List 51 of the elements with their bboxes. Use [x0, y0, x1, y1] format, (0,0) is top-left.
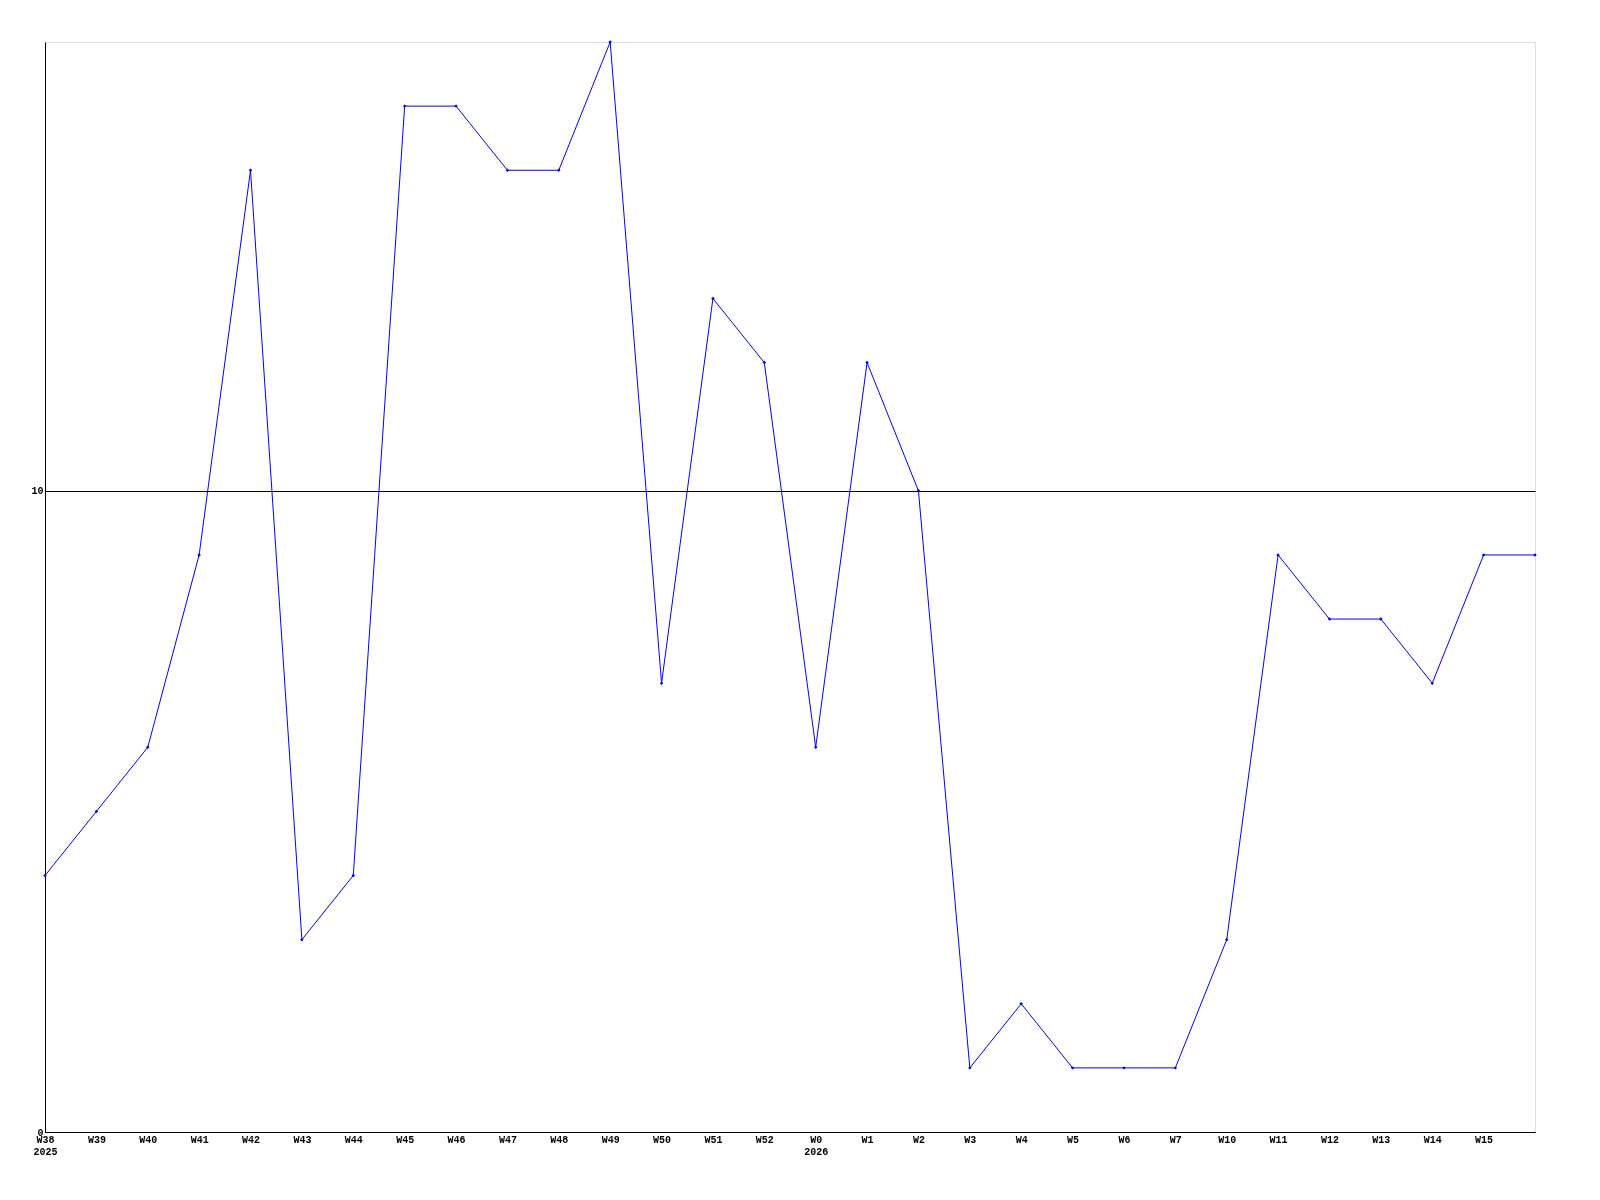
- point: [968, 1066, 972, 1070]
- x-tick-label: W12: [1320, 1134, 1339, 1146]
- x-tick-label: W1: [861, 1134, 874, 1146]
- point: [865, 360, 869, 365]
- line-series: [43, 40, 1537, 1070]
- x-tick-label: W39: [87, 1134, 106, 1146]
- x-tick-label: W46: [447, 1134, 466, 1146]
- x-tick-label: W2: [912, 1134, 925, 1146]
- x-tick-label: W44: [344, 1134, 363, 1146]
- x-tick-label: W48: [550, 1134, 569, 1146]
- x-tick-label: W40: [139, 1134, 158, 1146]
- point: [659, 681, 664, 685]
- point: [1173, 1066, 1178, 1070]
- point: [813, 745, 818, 750]
- x-tick-label: W51: [704, 1134, 723, 1146]
- point: [146, 745, 150, 750]
- point: [505, 168, 510, 172]
- point: [1224, 937, 1229, 942]
- point: [711, 296, 715, 301]
- x-tick-label: W52: [755, 1134, 774, 1146]
- y-tick-label: 10: [31, 486, 44, 498]
- point: [1327, 617, 1332, 621]
- point: [1019, 1002, 1023, 1006]
- x-tick-label: W15: [1475, 1134, 1494, 1146]
- x-tick-label: W45: [396, 1134, 415, 1146]
- point: [762, 360, 767, 365]
- x-tick-label: W50: [653, 1134, 672, 1146]
- x-tick-label: W6: [1118, 1134, 1131, 1146]
- x-tick-label: W42: [242, 1134, 261, 1146]
- x-tick-label: W10: [1218, 1134, 1237, 1146]
- point: [1430, 681, 1434, 685]
- point: [300, 937, 304, 942]
- x-tick-label: W3: [964, 1134, 977, 1146]
- point: [402, 104, 407, 108]
- point: [1481, 553, 1486, 557]
- point: [916, 489, 921, 493]
- x-tick-label: W49: [601, 1134, 620, 1146]
- x-tick-label: W11: [1269, 1134, 1288, 1146]
- x-tick-label: W47: [498, 1134, 517, 1146]
- point: [1070, 1066, 1075, 1070]
- x-tick-label: W0 2026: [804, 1134, 829, 1158]
- point: [248, 168, 253, 172]
- point: [557, 168, 561, 172]
- point: [43, 873, 47, 878]
- x-tick-label: W41: [190, 1134, 209, 1146]
- x-tick-label: W5: [1067, 1134, 1080, 1146]
- x-tick-label: W7: [1169, 1134, 1182, 1146]
- x-tick-label: W4: [1015, 1134, 1028, 1146]
- x-tick-label: W14: [1423, 1134, 1442, 1146]
- x-tick-label: W13: [1372, 1134, 1391, 1146]
- x-tick-label: W43: [293, 1134, 312, 1146]
